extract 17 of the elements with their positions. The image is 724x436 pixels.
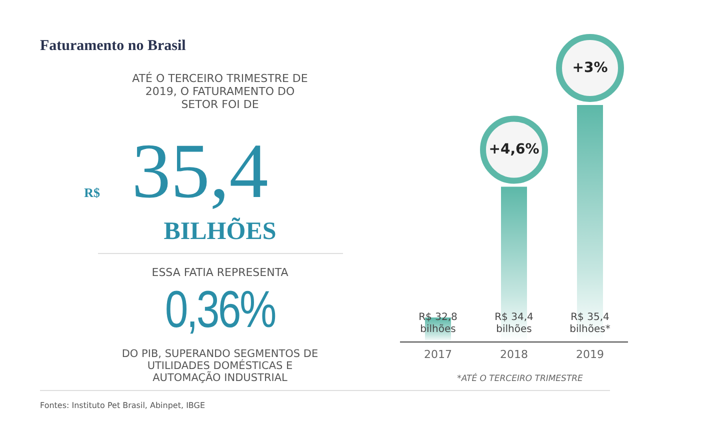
text: R$ bbox=[83, 185, 100, 201]
x-tick-label: 2018 bbox=[500, 348, 528, 361]
text: Faturamento no Brasil bbox=[40, 38, 186, 55]
text: 0,36% bbox=[164, 280, 276, 340]
data-label: R$ 35,4 bilhões* bbox=[570, 312, 610, 335]
text: ATÉ O TERCEIRO TRIMESTRE DE 2019, O FATURAMENTO DO SETOR FOI DE bbox=[131, 72, 309, 111]
text: BILHÕES bbox=[162, 218, 278, 246]
text: ESSA FATIA REPRESENTA bbox=[150, 266, 290, 279]
text: DO PIB, SUPERANDO SEGMENTOS DE UTILIDADES DOMÉSTICAS E AUTOMAÇÃO INDUSTRIAL bbox=[120, 348, 320, 384]
text: *ATÉ O TERCEIRO TRIMESTRE bbox=[456, 374, 584, 384]
data-label: R$ 34,4 bilhões bbox=[494, 312, 534, 335]
x-tick-label: 2019 bbox=[576, 348, 604, 361]
x-tick-label: 2017 bbox=[424, 348, 452, 361]
annotation: +3% bbox=[572, 60, 608, 76]
text: Fontes: Instituto Pet Brasil, Abinpet, IBGE bbox=[40, 401, 206, 410]
annotation: +4,6% bbox=[488, 142, 540, 158]
text: 35,4 bbox=[130, 126, 270, 216]
